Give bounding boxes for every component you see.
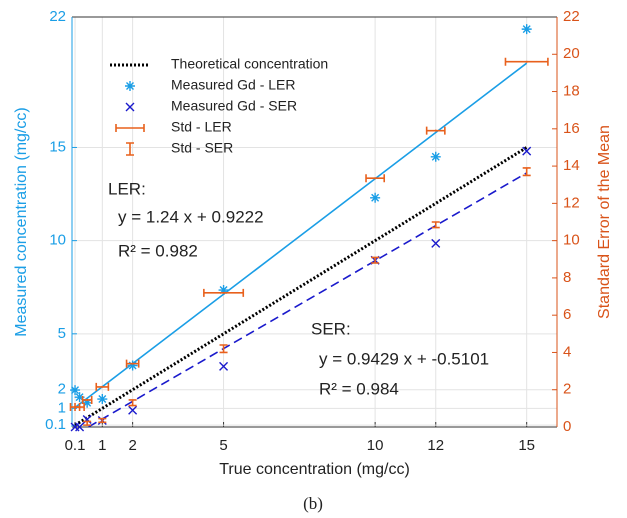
point bbox=[75, 422, 85, 432]
error-bar bbox=[425, 126, 446, 135]
error-bar bbox=[128, 399, 137, 407]
annotation: y = 1.24 x + 0.9222 bbox=[118, 207, 264, 226]
y2-tick-label: 16 bbox=[563, 120, 580, 137]
x-axis-label: True concentration (mg/cc) bbox=[219, 461, 410, 478]
y2-tick-label: 2 bbox=[563, 381, 571, 398]
error-bar bbox=[83, 420, 92, 426]
error-bar bbox=[74, 403, 85, 412]
error-bar bbox=[125, 359, 140, 368]
legend-swatch bbox=[126, 142, 134, 156]
error-bar bbox=[371, 256, 380, 264]
annotation: R² = 0.984 bbox=[319, 379, 399, 398]
x-tick-label: 15 bbox=[518, 437, 535, 454]
y-tick-label: 1 bbox=[58, 399, 66, 416]
point bbox=[82, 415, 92, 425]
fit-line bbox=[88, 172, 528, 428]
annotation: y = 0.9429 x + -0.5101 bbox=[319, 349, 489, 368]
annotation: R² = 0.982 bbox=[118, 241, 198, 260]
legend-label: Std - SER bbox=[171, 140, 233, 156]
plot-area bbox=[72, 17, 557, 427]
legend-label: Measured Gd - SER bbox=[171, 98, 297, 114]
error-bar bbox=[522, 167, 531, 177]
legend-label: Std - LER bbox=[171, 119, 232, 135]
point bbox=[128, 405, 138, 415]
y2-tick-label: 6 bbox=[563, 306, 571, 323]
legend-label: Theoretical concentration bbox=[171, 56, 328, 72]
error-bar bbox=[365, 174, 386, 183]
point bbox=[431, 238, 441, 248]
legend-swatch bbox=[125, 102, 135, 112]
y2-tick-label: 14 bbox=[563, 157, 580, 174]
point bbox=[370, 192, 381, 203]
x-tick-label: 12 bbox=[427, 437, 444, 454]
error-bar bbox=[431, 221, 440, 229]
x-tick-label: 2 bbox=[128, 437, 136, 454]
error-bar bbox=[98, 417, 107, 424]
y-tick-label: 15 bbox=[49, 138, 66, 155]
point bbox=[521, 24, 532, 35]
y2-tick-label: 20 bbox=[563, 45, 580, 62]
error-bar bbox=[203, 288, 245, 297]
legend-swatch bbox=[125, 81, 135, 91]
y2-axis-label: Standard Error of the Mean bbox=[596, 125, 613, 319]
y2-tick-label: 18 bbox=[563, 83, 580, 100]
point bbox=[74, 392, 85, 403]
y2-tick-label: 0 bbox=[563, 418, 571, 435]
annotation: LER: bbox=[108, 179, 146, 198]
legend-swatch bbox=[115, 124, 145, 132]
y2-tick-label: 12 bbox=[563, 194, 580, 211]
point bbox=[522, 146, 532, 156]
point bbox=[219, 361, 229, 371]
x-tick-label: 0.1 bbox=[65, 437, 86, 454]
y2-tick-label: 8 bbox=[563, 269, 571, 286]
error-bar bbox=[504, 57, 549, 66]
point bbox=[430, 151, 441, 162]
y2-tick-label: 22 bbox=[563, 8, 580, 25]
y2-tick-label: 4 bbox=[563, 343, 571, 360]
x-tick-label: 10 bbox=[367, 437, 384, 454]
legend: Theoretical concentration Measured Gd - L… bbox=[110, 56, 328, 156]
y2-tick-label: 10 bbox=[563, 232, 580, 249]
annotation: SER: bbox=[311, 319, 351, 338]
point bbox=[70, 385, 81, 396]
y-tick-label: 0.1 bbox=[45, 416, 66, 433]
legend-label: Measured Gd - LER bbox=[171, 77, 296, 93]
x-tick-label: 5 bbox=[219, 437, 227, 454]
x-tick-label: 1 bbox=[98, 437, 106, 454]
point bbox=[97, 394, 108, 405]
y-axis-label: Measured concentration (mg/cc) bbox=[13, 107, 30, 336]
line bbox=[74, 146, 528, 427]
point bbox=[82, 397, 93, 408]
caption: (b) bbox=[303, 494, 323, 513]
error-bar bbox=[219, 344, 228, 354]
error-bar bbox=[95, 382, 110, 391]
point bbox=[127, 360, 138, 371]
y-tick-label: 22 bbox=[49, 8, 66, 25]
y-tick-label: 10 bbox=[49, 232, 66, 249]
y-tick-label: 5 bbox=[58, 325, 66, 342]
point bbox=[218, 285, 229, 296]
error-bar bbox=[81, 395, 93, 404]
y-tick-label: 2 bbox=[58, 381, 66, 398]
fit-line bbox=[74, 62, 528, 409]
